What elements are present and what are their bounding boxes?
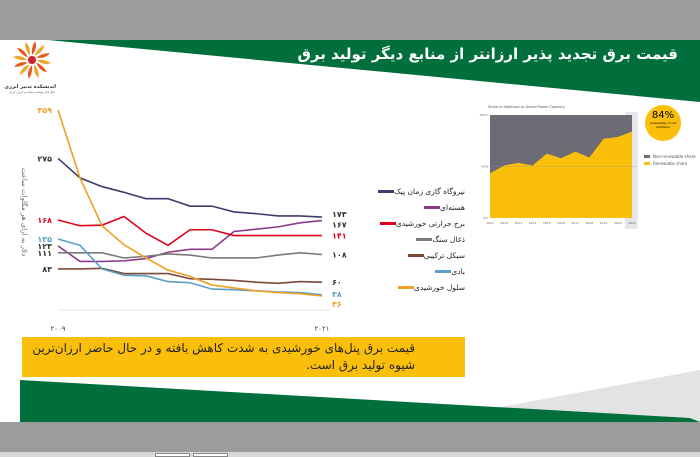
line-chart-legend: نیروگاه گازی زمان پیک هسته‌ای برج حرارتی خ… (375, 183, 465, 295)
legend-swatch (435, 269, 452, 273)
slide-decoration (20, 40, 700, 422)
series-line-3 (58, 251, 323, 259)
x-tick: 2020 (614, 221, 622, 225)
end-value-label: ۱۰۸ (332, 251, 347, 260)
x-tick: 2014 (529, 221, 537, 225)
x-tick-start: ۲۰۰۹ (50, 325, 65, 333)
legend-label: برج حرارتی خورشیدی (395, 218, 465, 228)
x-tick: 2015 (543, 221, 551, 225)
x-tick: 2013 (515, 221, 523, 225)
line-chart: ۲۰۰۹ ۲۰۲۱ ۲۷۵ ۱۷۳ ۱۲۳ ۱۶۷ ۱۶۸ ۱۴۱ ۱۱۱ ۱۰۸ ۸۳ ۶۰ ۱۳… (37, 106, 347, 333)
legend-label: ذغال سنگ (432, 234, 465, 244)
series-line-5 (57, 238, 323, 296)
renewables-badge: 84% renewables in net additions (645, 105, 681, 141)
legend-item: سلول خورشیدی (375, 279, 465, 295)
legend-item-nonrenewable: Non-renewable share (644, 153, 696, 160)
x-tick: 2017 (571, 221, 579, 225)
x-tick: 2019 (600, 221, 608, 225)
end-value-label: ۶۰ (332, 278, 342, 287)
sun-logo-icon (13, 41, 51, 79)
area-chart-title: Share in Additions to Global Power Capac… (488, 105, 565, 109)
legend-swatch (407, 253, 424, 257)
start-value-label: ۱۶۸ (37, 216, 52, 225)
area-chart: Share in Additions to Global Power Capac… (479, 105, 638, 229)
end-value-label: ۱۴۱ (332, 232, 347, 241)
end-value-label: ۱۷۳ (332, 210, 347, 219)
x-tick-end: ۲۰۲۱ (314, 325, 329, 333)
legend-label: هسته‌ای (440, 202, 465, 212)
legend-item: ذغال سنگ (375, 231, 465, 247)
legend-swatch (416, 237, 433, 241)
legend-label: سلول خورشیدی (414, 282, 465, 292)
start-value-label: ۲۷۵ (37, 154, 52, 163)
start-value-label: ۱۱۱ (37, 249, 52, 258)
legend-item: نیروگاه گازی زمان پیک (375, 183, 465, 199)
start-value-label: ۸۳ (42, 265, 52, 274)
series-line-2 (57, 215, 322, 247)
series-line-6 (57, 109, 323, 297)
legend-swatch (379, 221, 396, 225)
series-line-0 (57, 157, 323, 218)
legend-swatch (424, 205, 441, 209)
logo: اندیشکده تدبیر انرژی اتاق فکر توسعه صنعت… (4, 40, 56, 94)
y-tick: 0% (483, 216, 488, 220)
legend-swatch (398, 285, 415, 289)
x-tick: 2011 (486, 221, 494, 225)
legend-label: سیکل ترکیبی (423, 250, 465, 260)
y-tick: 50% (481, 165, 488, 169)
legend-label: نیروگاه گازی زمان پیک (394, 186, 465, 196)
start-value-label: ۱۲۳ (37, 242, 52, 251)
x-tick: 2012 (500, 221, 508, 225)
slide-title: قیمت برق تجدید پذیر ارزانتر از منابع دیگ… (297, 45, 678, 63)
page-control[interactable] (193, 453, 228, 457)
renewable-area (490, 131, 632, 218)
end-value-label: ۱۶۷ (332, 221, 347, 230)
legend-item: برج حرارتی خورشیدی (375, 215, 465, 231)
x-tick: 2016 (557, 221, 565, 225)
end-value-label: ۳۸ (332, 290, 342, 299)
top-green-banner (48, 40, 700, 102)
badge-text: renewables in net additions (649, 121, 677, 129)
legend-label: بادی (451, 266, 465, 276)
logo-name: اندیشکده تدبیر انرژی (4, 84, 56, 90)
badge-value: 84% (651, 110, 675, 121)
x-tick: 2021 (628, 221, 636, 225)
legend-swatch (378, 189, 395, 193)
x-tick: 2018 (586, 221, 594, 225)
status-strip (0, 452, 700, 457)
page-control[interactable] (155, 453, 190, 457)
slide: قیمت برق تجدید پذیر ارزانتر از منابع دیگ… (0, 40, 700, 422)
note-box: قیمت برق پنل‌های خورشیدی به شدت کاهش یاف… (22, 337, 465, 377)
logo-subtitle: اتاق فکر توسعه صنعت و انرژی ایران (8, 90, 56, 94)
start-value-label: ۱۳۵ (37, 235, 52, 244)
start-value-label: ۳۵۹ (37, 106, 52, 115)
area-chart-legend: Non-renewable share Renewable share (644, 153, 696, 167)
y-tick: 100% (479, 113, 488, 117)
bottom-green-banner (20, 380, 700, 422)
legend-item-renewable: Renewable share (644, 160, 696, 167)
legend-item: هسته‌ای (375, 199, 465, 215)
end-value-label: ۳۶ (332, 300, 342, 309)
legend-item: سیکل ترکیبی (375, 247, 465, 263)
legend-item: بادی (375, 263, 465, 279)
series-line-1 (57, 219, 323, 263)
